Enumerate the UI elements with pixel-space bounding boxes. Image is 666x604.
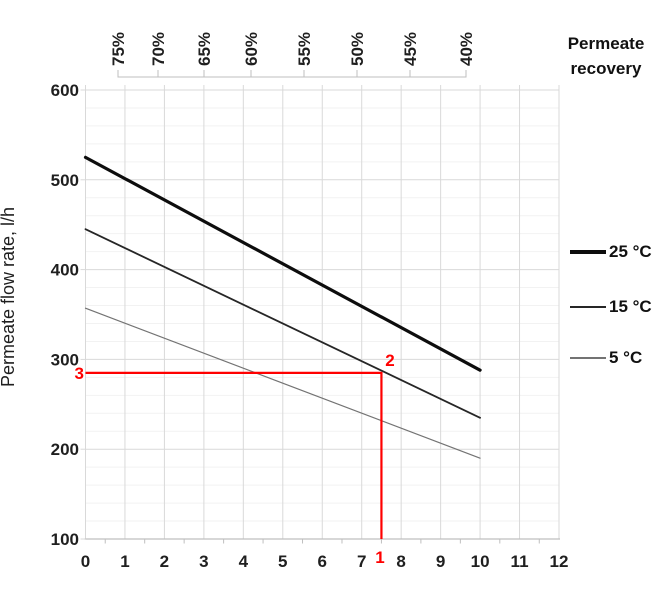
svg-text:60%: 60%: [242, 32, 261, 66]
legend-entry-5c: 5 °C: [570, 347, 642, 369]
annotation-label-2: 2: [385, 351, 395, 370]
legend-line-sample-5c: [570, 357, 606, 359]
v-gridlines: [85, 90, 560, 539]
legend-entry-25c: 25 °C: [570, 241, 652, 263]
svg-text:8: 8: [396, 552, 405, 571]
legend-label-25c: 25 °C: [609, 242, 652, 261]
svg-text:5: 5: [278, 552, 287, 571]
recovery-axis-ticks: [117, 70, 467, 77]
svg-text:65%: 65%: [195, 32, 214, 66]
svg-text:400: 400: [51, 261, 79, 280]
y-axis-title: Permeate flow rate, l/h: [0, 206, 18, 388]
y-axis-ticks: [80, 89, 86, 540]
annotation-label-1: 1: [375, 548, 385, 567]
svg-text:200: 200: [51, 440, 79, 459]
svg-text:50%: 50%: [348, 32, 367, 66]
svg-text:11: 11: [511, 552, 529, 571]
legend-label-5c: 5 °C: [609, 348, 643, 367]
svg-text:0: 0: [81, 552, 90, 571]
annotation-label-3: 3: [74, 364, 84, 383]
svg-text:100: 100: [51, 530, 79, 549]
svg-text:6: 6: [318, 552, 327, 571]
x-axis-minor-ticks: [104, 539, 540, 544]
svg-text:55%: 55%: [295, 32, 314, 66]
svg-text:600: 600: [51, 81, 79, 100]
svg-text:300: 300: [51, 350, 79, 369]
svg-text:7: 7: [357, 552, 366, 571]
svg-text:40%: 40%: [457, 32, 476, 66]
legend-line-sample-25c: [570, 250, 606, 254]
top-axis-title-line1: Permeate: [567, 34, 645, 53]
svg-text:75%: 75%: [109, 32, 128, 66]
series-line-25c: [83, 155, 482, 372]
svg-text:9: 9: [436, 552, 445, 571]
svg-text:3: 3: [199, 552, 208, 571]
svg-text:1: 1: [120, 552, 129, 571]
svg-text:70%: 70%: [149, 32, 168, 66]
svg-text:10: 10: [471, 552, 490, 571]
annotation-lines: [85, 371, 383, 539]
svg-text:2: 2: [160, 552, 169, 571]
legend-entry-15c: 15 °C: [570, 296, 652, 318]
svg-text:12: 12: [550, 552, 569, 571]
top-axis-title-line2: recovery: [570, 59, 642, 78]
legend-label-15c: 15 °C: [609, 297, 652, 316]
legend-line-sample-15c: [570, 306, 606, 308]
svg-text:4: 4: [239, 552, 249, 571]
plot-top-ticks: [85, 85, 560, 90]
x-tick-labels: 0 1 2 3 4 5 6 7 8 9 10 11 12: [81, 552, 569, 571]
recovery-tick-labels: 75% 70% 65% 60% 55% 50% 45% 40%: [109, 32, 476, 66]
svg-text:45%: 45%: [401, 32, 420, 66]
svg-text:500: 500: [51, 171, 79, 190]
series-line-5c: [84, 307, 481, 459]
top-axis-title: Permeate recovery: [556, 31, 656, 81]
series-line-15c: [84, 228, 481, 419]
y-tick-labels: 100 200 300 400 500 600: [51, 81, 79, 549]
